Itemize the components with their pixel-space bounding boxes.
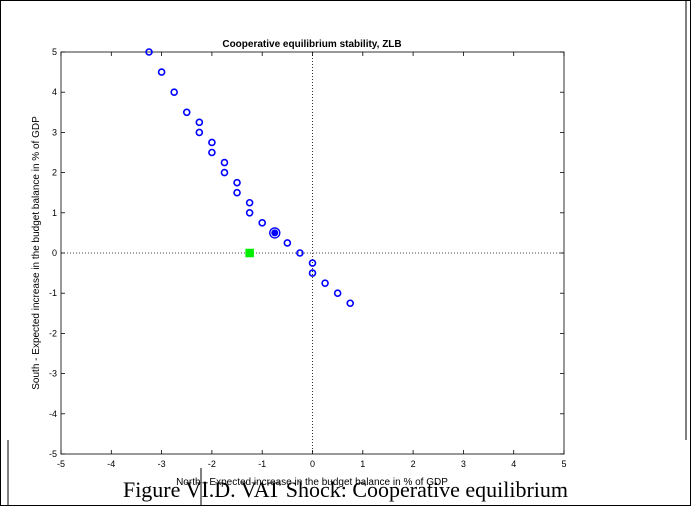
data-point bbox=[208, 138, 216, 147]
data-point bbox=[258, 219, 267, 227]
data-point bbox=[245, 198, 254, 207]
y-tick-label: -2 bbox=[49, 328, 57, 338]
data-point bbox=[346, 299, 355, 308]
y-tick-label: 1 bbox=[52, 208, 57, 218]
x-tick-label: -4 bbox=[107, 459, 115, 469]
x-tick-label: 5 bbox=[561, 459, 566, 469]
x-tick-label: -1 bbox=[258, 459, 266, 469]
y-tick-label: 3 bbox=[52, 127, 57, 137]
data-point bbox=[233, 178, 241, 187]
data-point bbox=[145, 48, 153, 56]
data-point bbox=[333, 289, 342, 298]
y-tick-label: 2 bbox=[52, 168, 57, 178]
figure-caption: Figure VI.D. VAT Shock: Cooperative equi… bbox=[122, 477, 569, 502]
data-point bbox=[220, 158, 229, 167]
data-point bbox=[170, 88, 178, 96]
y-tick-label: -3 bbox=[49, 369, 57, 379]
highlighted-point bbox=[271, 229, 279, 237]
x-tick-label: 0 bbox=[310, 459, 315, 469]
x-tick-label: -5 bbox=[57, 459, 65, 469]
data-point bbox=[220, 168, 229, 177]
data-point bbox=[233, 188, 241, 197]
x-tick-label: -2 bbox=[208, 459, 216, 469]
data-point bbox=[308, 259, 317, 267]
x-axis-label: North - Expected increase in the budget … bbox=[176, 477, 448, 488]
y-tick-label: -4 bbox=[49, 409, 57, 419]
y-tick-label: 0 bbox=[52, 248, 57, 258]
x-tick-label: -3 bbox=[158, 459, 166, 469]
highlighted-point-ring bbox=[269, 227, 281, 239]
data-point bbox=[308, 269, 317, 277]
x-tick-label: 3 bbox=[461, 459, 466, 469]
data-point bbox=[296, 249, 304, 257]
chart-title: Cooperative equilibrium stability, ZLB bbox=[222, 39, 401, 50]
y-tick-label: 5 bbox=[52, 47, 57, 57]
x-tick-label: 2 bbox=[411, 459, 416, 469]
data-point bbox=[182, 108, 191, 117]
y-axis-label: South - Expected increase in the budget … bbox=[31, 116, 42, 390]
x-tick-label: 1 bbox=[360, 459, 365, 469]
data-point bbox=[321, 279, 329, 287]
data-point bbox=[195, 118, 204, 127]
y-tick-label: -5 bbox=[49, 449, 57, 459]
data-point bbox=[245, 209, 254, 217]
data-point bbox=[208, 148, 216, 157]
data-point bbox=[283, 239, 292, 247]
x-tick-label: 4 bbox=[511, 459, 516, 469]
y-tick-label: -1 bbox=[49, 288, 57, 298]
y-tick-label: 4 bbox=[52, 87, 57, 97]
data-point bbox=[157, 68, 166, 76]
data-point bbox=[195, 128, 204, 137]
equilibrium-square-point bbox=[245, 248, 254, 258]
